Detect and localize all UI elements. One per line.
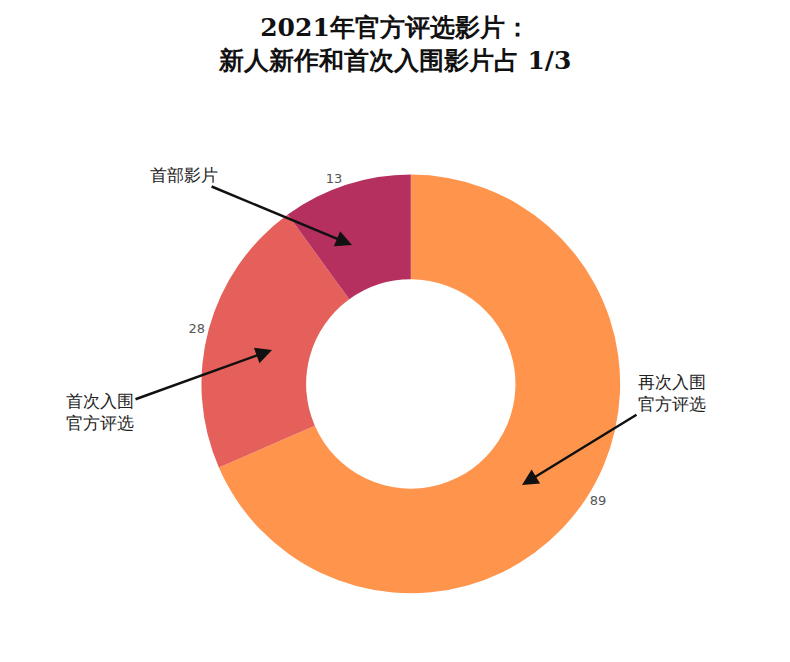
svg-text:89: 89 (590, 493, 607, 508)
svg-text:13: 13 (326, 171, 343, 186)
svg-text:首次入围官方评选: 首次入围官方评选 (66, 391, 134, 433)
svg-text:28: 28 (189, 321, 206, 336)
svg-text:再次入围官方评选: 再次入围官方评选 (638, 372, 706, 414)
svg-text:首部影片: 首部影片 (150, 165, 218, 185)
svg-text:2021年官方评选影片：新人新作和首次入围影片占 1/3: 2021年官方评选影片：新人新作和首次入围影片占 1/3 (218, 13, 572, 75)
